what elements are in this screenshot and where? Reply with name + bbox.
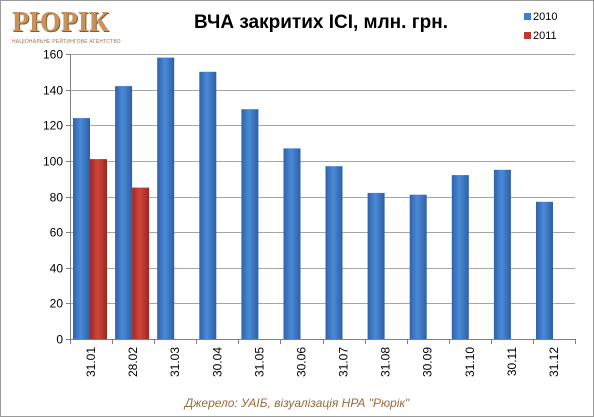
x-tick-label: 31.10 (463, 347, 477, 377)
legend-item-2010: 2010 (524, 7, 557, 26)
y-tick-label: 120 (43, 119, 63, 133)
bar-2010-31.10 (451, 175, 469, 339)
bar-2010-31.01 (73, 118, 90, 339)
x-tick-label: 30.11 (505, 347, 519, 376)
logo-subtext: НАЦІОНАЛЬНЕ РЕЙТИНГОВЕ АГЕНТСТВО (12, 39, 121, 45)
bar-2010-31.12 (536, 201, 553, 339)
x-tick-label: 31.01 (84, 347, 98, 377)
y-tick-label: 100 (43, 155, 63, 169)
bar-2010-30.09 (409, 194, 427, 339)
legend-label-2011: 2011 (533, 29, 557, 42)
x-tick-label: 31.08 (379, 347, 393, 377)
bar-2010-30.04 (199, 71, 217, 340)
bar-2010-30.11 (493, 169, 511, 339)
bar-2010-31.05 (241, 109, 259, 339)
y-tick-label: 60 (50, 226, 64, 240)
x-tick-label: 28.02 (126, 347, 140, 377)
legend-label-2010: 2010 (533, 10, 558, 23)
x-tick-label: 31.07 (337, 347, 351, 377)
bar-2010-30.06 (283, 148, 301, 339)
y-tick-label: 140 (43, 84, 63, 98)
bar-2010-31.03 (157, 57, 175, 339)
y-tick-label: 0 (56, 333, 63, 347)
x-tick-label: 30.04 (210, 347, 224, 377)
bar-2011-28.02 (132, 187, 150, 339)
logo: РЮРІК НАЦІОНАЛЬНЕ РЕЙТИНГОВЕ АГЕНТСТВО (10, 7, 121, 47)
y-tick-label: 40 (50, 262, 64, 276)
bar-2010-31.08 (367, 192, 385, 339)
y-tick-label: 160 (43, 48, 63, 62)
x-tick-label: 31.03 (168, 347, 182, 377)
x-tick-label: 31.05 (252, 347, 266, 377)
legend: 2010 2011 (524, 7, 557, 45)
x-tick-label: 30.09 (421, 347, 435, 377)
x-tick-label: 31.12 (547, 347, 561, 377)
logo-text: РЮРІК (12, 7, 109, 38)
x-tick-label: 30.06 (294, 347, 308, 377)
source-note: Джерело: УАІБ, візуалізація НРА "Рюрік" (184, 396, 410, 410)
bar-2011-31.01 (90, 159, 107, 339)
chart-title: ВЧА закритих ІСІ, млн. грн. (193, 12, 448, 33)
legend-swatch-2011 (524, 32, 531, 39)
y-tick-label: 80 (50, 191, 64, 205)
y-tick-label: 20 (50, 297, 64, 311)
legend-item-2011: 2011 (524, 26, 557, 45)
bar-2010-28.02 (115, 86, 133, 339)
legend-swatch-2010 (524, 13, 531, 20)
bar-2010-31.07 (325, 166, 343, 339)
